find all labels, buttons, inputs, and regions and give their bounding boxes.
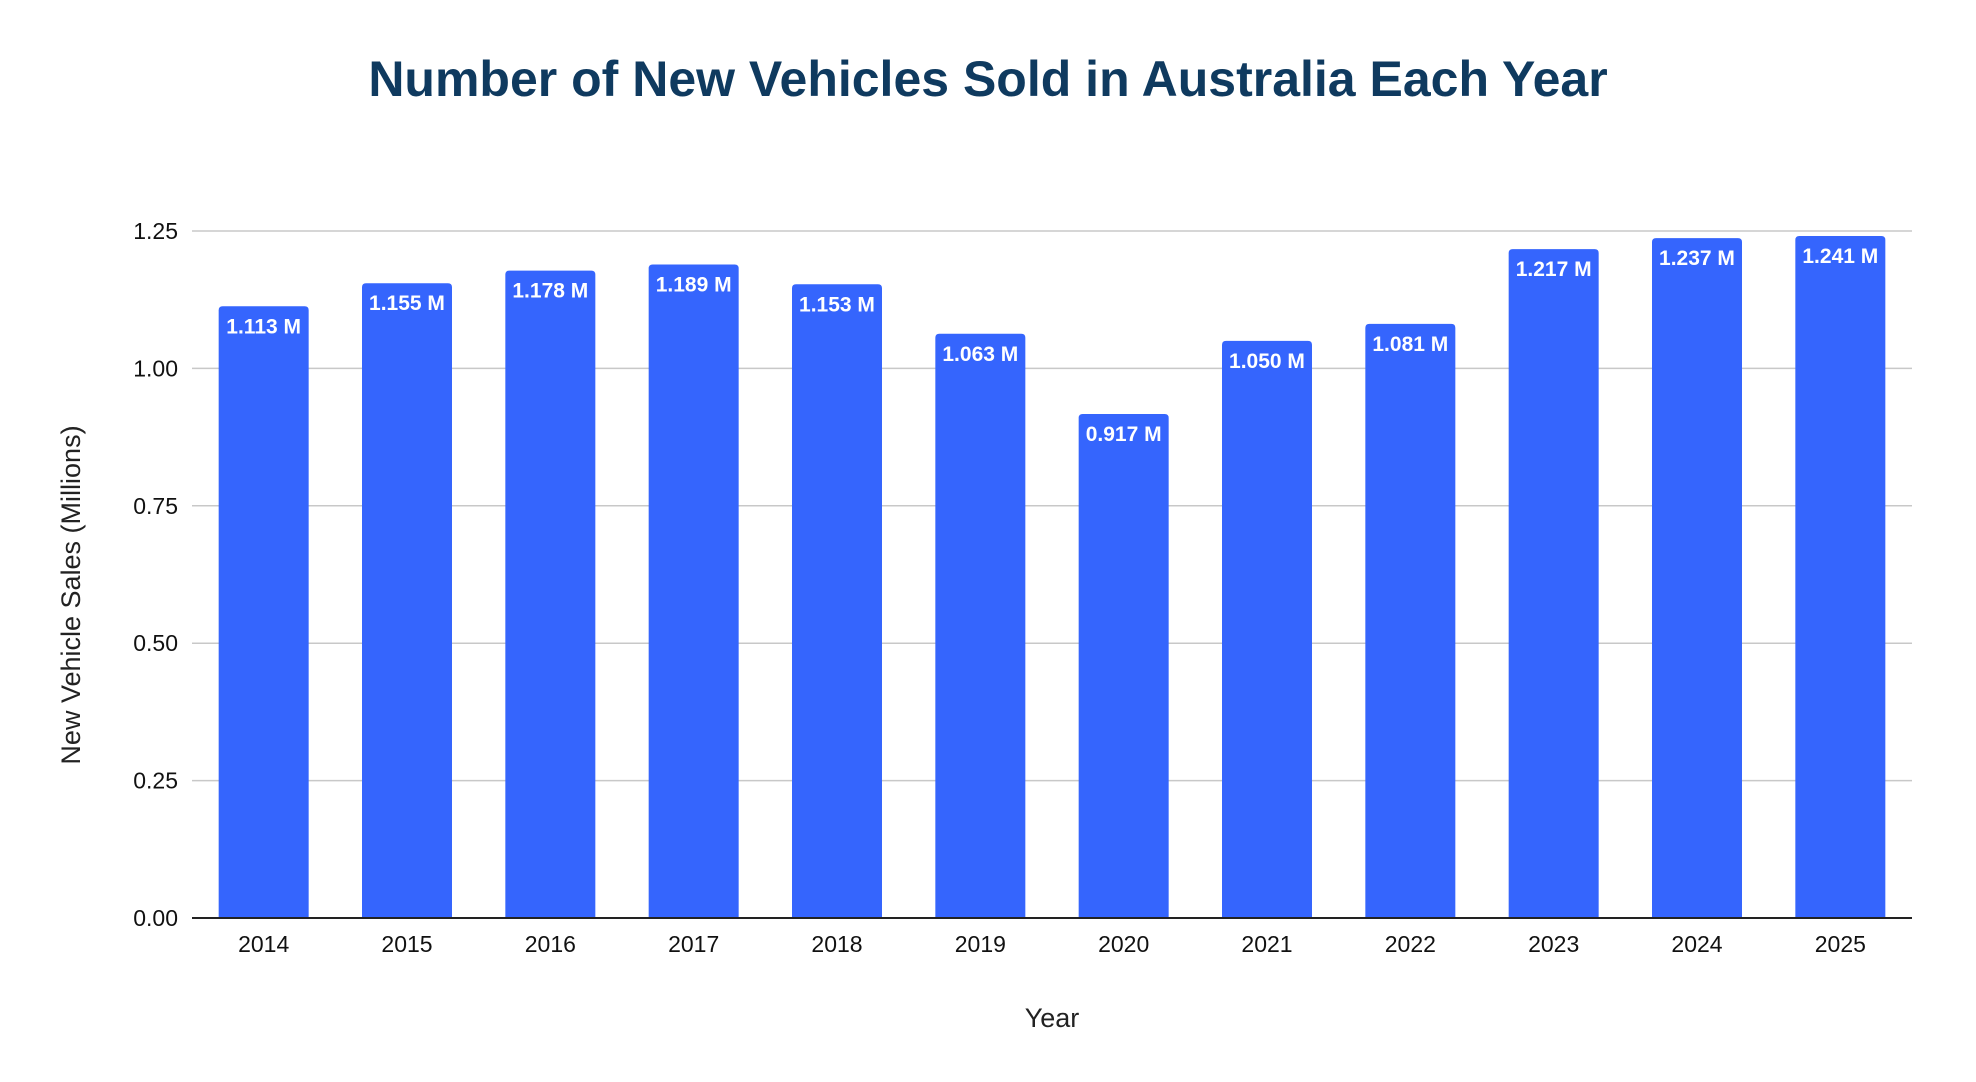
bar-2014 bbox=[218, 306, 309, 919]
bar-2015 bbox=[362, 283, 452, 918]
data-label-2017: 1.189 M bbox=[656, 274, 732, 297]
bar-2016 bbox=[505, 270, 596, 919]
bar-2024 bbox=[1652, 238, 1742, 919]
x-tick-label: 2016 bbox=[525, 931, 576, 957]
bar-2022 bbox=[1365, 323, 1456, 918]
y-tick-label: 0.50 bbox=[133, 630, 178, 656]
x-tick-label: 2017 bbox=[668, 931, 719, 957]
bar-2019 bbox=[935, 333, 1026, 918]
data-label-2025: 1.241 M bbox=[1802, 245, 1878, 268]
bars bbox=[218, 235, 1886, 919]
x-tick-label: 2022 bbox=[1385, 931, 1436, 957]
y-axis-ticks: 0.00 0.25 0.50 0.75 1.00 1.25 bbox=[133, 218, 178, 931]
data-labels: 1.113 M 1.155 M 1.178 M 1.189 M 1.153 M 1.063… bbox=[226, 245, 1878, 446]
data-label-2018: 1.153 M bbox=[799, 293, 875, 316]
y-tick-label: 0.00 bbox=[133, 905, 178, 931]
data-label-2020: 0.917 M bbox=[1086, 423, 1162, 446]
data-label-2016: 1.178 M bbox=[512, 280, 588, 303]
x-tick-label: 2025 bbox=[1815, 931, 1866, 957]
y-tick-label: 1.25 bbox=[133, 218, 178, 244]
data-label-2015: 1.155 M bbox=[369, 292, 445, 315]
y-tick-label: 0.25 bbox=[133, 768, 178, 794]
x-tick-label: 2014 bbox=[238, 931, 289, 957]
gridlines bbox=[192, 230, 1912, 782]
x-tick-label: 2024 bbox=[1671, 931, 1722, 957]
y-axis-label: New Vehicle Sales (Millions) bbox=[56, 425, 86, 764]
x-tick-label: 2015 bbox=[381, 931, 432, 957]
data-label-2023: 1.217 M bbox=[1516, 258, 1592, 281]
x-tick-label: 2018 bbox=[811, 931, 862, 957]
bar-2018 bbox=[792, 284, 882, 919]
x-tick-label: 2021 bbox=[1241, 931, 1292, 957]
x-axis-label: Year bbox=[1025, 1003, 1080, 1033]
data-label-2021: 1.050 M bbox=[1229, 350, 1305, 373]
bar-2021 bbox=[1222, 340, 1312, 918]
bar-2017 bbox=[648, 264, 739, 918]
x-tick-label: 2019 bbox=[955, 931, 1006, 957]
x-tick-label: 2020 bbox=[1098, 931, 1149, 957]
bar-2025 bbox=[1795, 235, 1886, 918]
data-label-2019: 1.063 M bbox=[942, 343, 1018, 366]
x-tick-label: 2023 bbox=[1528, 931, 1579, 957]
data-label-2024: 1.237 M bbox=[1659, 247, 1735, 270]
y-tick-label: 1.00 bbox=[133, 355, 178, 381]
x-axis-ticks: 2014 2015 2016 2017 2018 2019 2020 2021 2022 2023… bbox=[238, 931, 1866, 957]
data-label-2022: 1.081 M bbox=[1372, 333, 1448, 356]
bar-2020 bbox=[1078, 414, 1169, 918]
chart-title: Number of New Vehicles Sold in Australia… bbox=[368, 51, 1607, 107]
data-label-2014: 1.113 M bbox=[226, 315, 301, 338]
y-tick-label: 0.75 bbox=[133, 493, 178, 519]
bar-2023 bbox=[1508, 249, 1599, 919]
